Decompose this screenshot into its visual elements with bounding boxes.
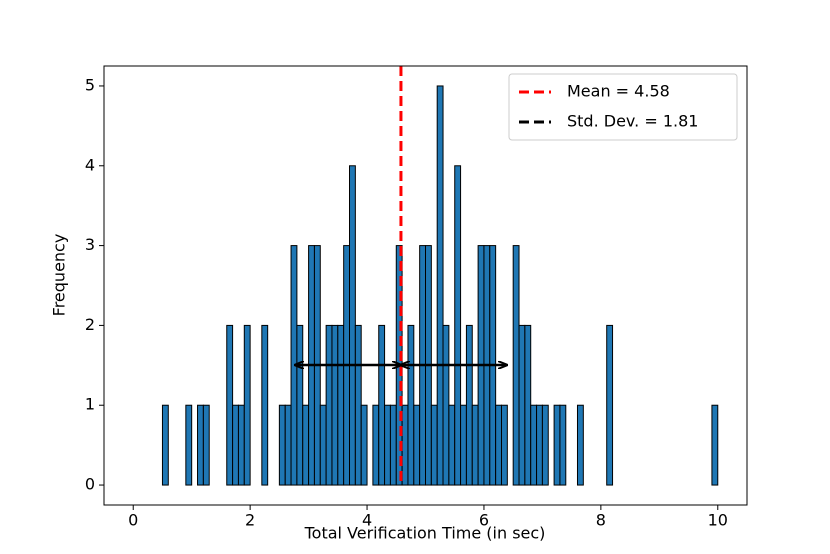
bar	[500, 404, 508, 486]
bar	[185, 404, 193, 486]
y-axis-label: Frequency	[50, 234, 69, 317]
x-tick-label: 0	[128, 511, 138, 530]
bar	[442, 324, 450, 486]
bar	[202, 404, 210, 486]
bar	[401, 404, 409, 486]
bar	[384, 404, 391, 486]
bar	[465, 324, 473, 486]
y-tick-label: 2	[85, 315, 95, 334]
bar	[541, 404, 549, 486]
bar	[349, 165, 356, 486]
legend-label: Std. Dev. = 1.81	[567, 112, 698, 131]
bar	[407, 324, 415, 486]
bar	[512, 245, 520, 486]
bar	[237, 404, 245, 486]
bar	[524, 324, 532, 486]
bar	[536, 404, 543, 486]
bar	[553, 404, 561, 486]
legend-label: Mean = 4.58	[567, 82, 670, 101]
x-axis-label: Total Verification Time (in sec)	[304, 524, 546, 543]
bar	[606, 324, 614, 486]
bar	[518, 324, 526, 486]
bar	[430, 404, 438, 486]
bar	[460, 404, 467, 486]
plot-frame	[103, 65, 748, 506]
bar	[232, 404, 239, 486]
bar	[302, 404, 310, 486]
bar	[436, 85, 444, 486]
bar	[448, 404, 456, 486]
bar	[296, 324, 304, 486]
x-tick-label: 4	[362, 511, 372, 530]
x-tick-label: 6	[479, 511, 489, 530]
bar	[226, 324, 234, 486]
y-tick-label: 0	[85, 475, 95, 494]
bar	[711, 404, 719, 486]
bar	[576, 404, 584, 486]
x-tick-label: 2	[245, 511, 255, 530]
bar	[372, 404, 380, 486]
bar	[197, 404, 204, 486]
y-tick-label: 5	[85, 75, 95, 94]
legend-box	[508, 73, 738, 141]
bar	[378, 324, 386, 486]
y-tick-label: 1	[85, 395, 95, 414]
bar	[530, 404, 538, 486]
bar	[161, 404, 169, 486]
bar	[471, 404, 479, 486]
x-tick-label: 10	[708, 511, 728, 530]
bar	[389, 404, 397, 486]
bar	[337, 324, 345, 486]
bar	[354, 324, 362, 486]
y-tick-label: 4	[85, 155, 95, 174]
bar	[559, 404, 567, 486]
y-tick-label: 3	[85, 235, 95, 254]
bar	[495, 404, 502, 486]
bar	[413, 404, 421, 486]
bar	[284, 404, 292, 486]
bar	[454, 165, 462, 486]
bar	[261, 324, 269, 486]
bar	[360, 404, 368, 486]
bar	[243, 324, 251, 486]
bar	[319, 404, 327, 486]
bar	[331, 324, 339, 486]
bar	[278, 404, 286, 486]
x-tick-label: 8	[596, 511, 606, 530]
bar	[325, 324, 333, 486]
